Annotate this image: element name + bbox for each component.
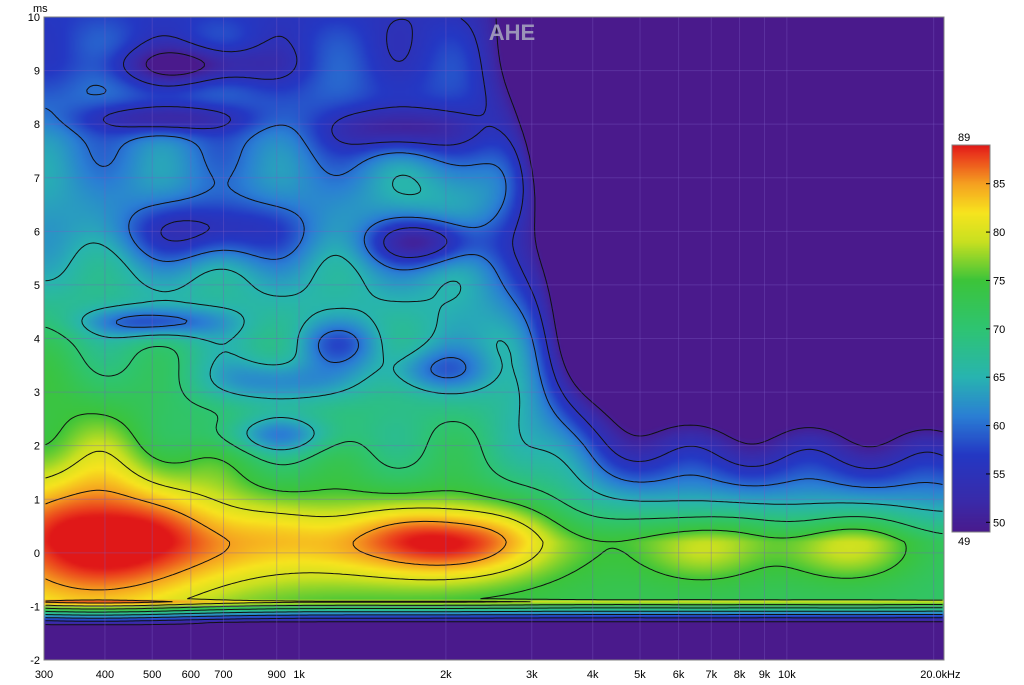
x-tick-label: 900 xyxy=(268,669,286,681)
contour-lines xyxy=(45,18,943,626)
x-axis-tick-labels: 300 400 500 600 700 900 1k 2k 3k 4k 5k 6k 7k 8k 9k 10k 2… xyxy=(35,669,948,681)
contour-line xyxy=(45,489,507,604)
y-tick-label: -2 xyxy=(30,655,40,667)
contour-line xyxy=(45,413,943,610)
x-tick-label: 500 xyxy=(143,669,161,681)
y-tick-label: 8 xyxy=(34,119,40,131)
y-tick-label: 10 xyxy=(28,12,40,24)
y-tick-label: 4 xyxy=(34,334,40,346)
chart-title-watermark: AHE xyxy=(489,20,535,45)
x-tick-label: 7k xyxy=(705,669,717,681)
colorbar-tick-label: 70 xyxy=(993,324,1005,336)
y-tick-label: 2 xyxy=(34,441,40,453)
contour-line xyxy=(45,18,943,622)
x-tick-label: 6k xyxy=(673,669,685,681)
colorbar-tick-labels: 50 55 60 65 70 75 80 85 xyxy=(986,179,1005,529)
spectrogram-surface xyxy=(44,17,944,660)
x-tick-label: 700 xyxy=(214,669,232,681)
x-tick-label: 300 xyxy=(35,669,53,681)
x-tick-label: 10k xyxy=(778,669,796,681)
contour-line xyxy=(45,84,943,619)
x-tick-label: 5k xyxy=(634,669,646,681)
x-tick-label: 4k xyxy=(587,669,599,681)
y-tick-label: 0 xyxy=(34,548,40,560)
x-tick-label: 8k xyxy=(734,669,746,681)
colorbar-tick-label: 50 xyxy=(993,517,1005,529)
y-tick-label: 7 xyxy=(34,173,40,185)
colorbar-tick-label: 80 xyxy=(993,227,1005,239)
colorbar-gradient xyxy=(952,145,990,532)
contour-line xyxy=(45,450,544,607)
y-tick-label: 5 xyxy=(34,280,40,292)
contour-line xyxy=(45,18,943,626)
y-axis-tick-labels: -2 -1 0 1 2 3 4 5 6 7 8 9 10 xyxy=(28,12,40,667)
colorbar-tick-label: 65 xyxy=(993,372,1005,384)
x-tick-label: 600 xyxy=(182,669,200,681)
y-tick-label: 1 xyxy=(34,494,40,506)
y-tick-label: 6 xyxy=(34,226,40,238)
x-tick-label: 1k xyxy=(293,669,305,681)
x-tick-label: 9k xyxy=(759,669,771,681)
x-tick-label: 20.0k xyxy=(920,669,947,681)
x-tick-label: 2k xyxy=(440,669,452,681)
contour-line xyxy=(45,326,943,613)
plot-frame xyxy=(43,16,945,661)
colorbar: 89 49 50 55 60 65 70 75 80 85 xyxy=(951,132,1005,548)
colorbar-tick-label: 55 xyxy=(993,469,1005,481)
colorbar-frame xyxy=(951,144,991,533)
contour-line xyxy=(45,174,943,616)
colorbar-tick-label: 75 xyxy=(993,275,1005,287)
x-tick-label: 3k xyxy=(526,669,538,681)
x-axis-unit-label: Hz xyxy=(947,669,960,681)
y-tick-label: -1 xyxy=(30,601,40,613)
y-tick-label: 3 xyxy=(34,387,40,399)
colorbar-tick-label: 85 xyxy=(993,179,1005,191)
y-tick-label: 9 xyxy=(34,66,40,78)
colorbar-max-label: 89 xyxy=(958,132,970,144)
colorbar-min-label: 49 xyxy=(958,536,970,548)
colorbar-tick-label: 60 xyxy=(993,421,1005,433)
x-tick-label: 400 xyxy=(96,669,114,681)
y-axis-unit-label: ms xyxy=(33,3,48,15)
